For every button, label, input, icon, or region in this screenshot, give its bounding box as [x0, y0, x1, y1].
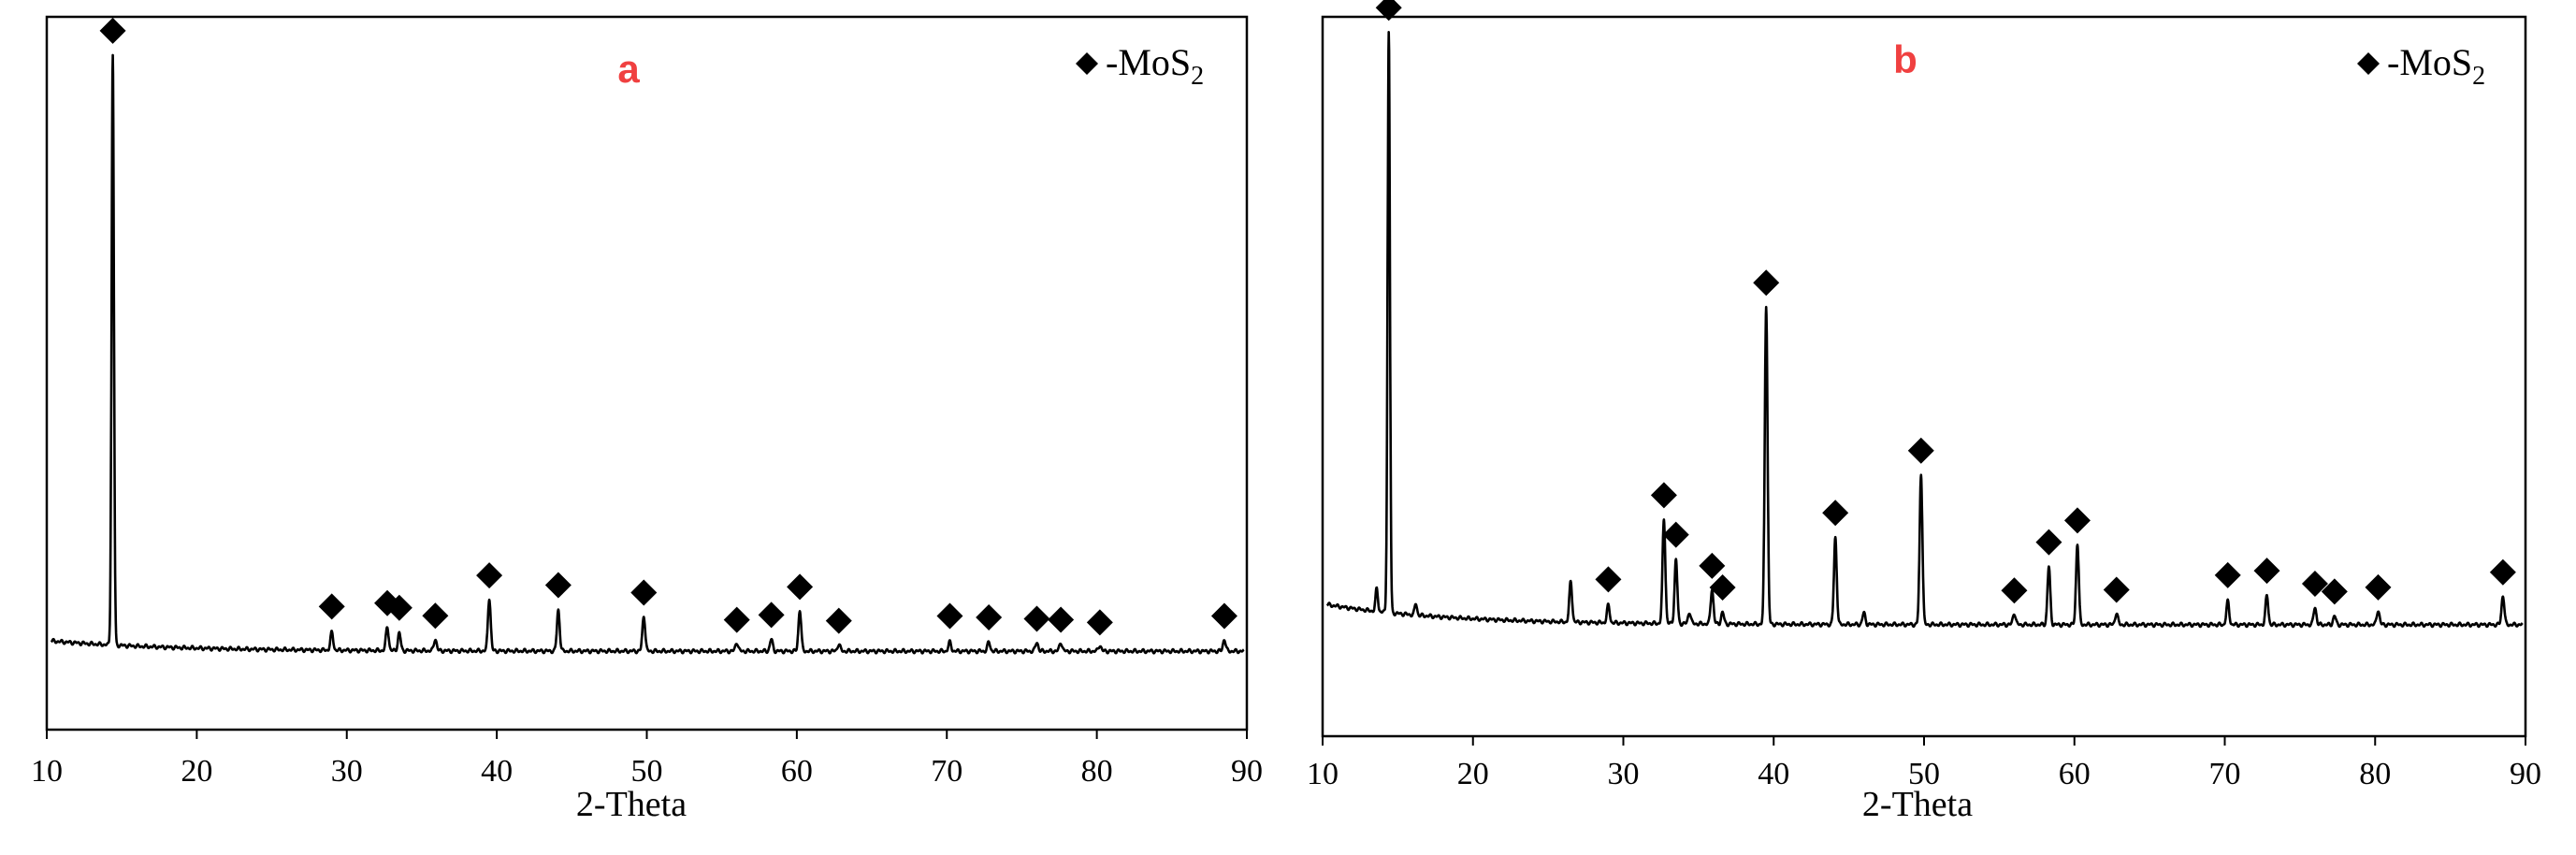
- mos2-peak-marker: [1822, 500, 1849, 527]
- panel-letter: b: [1893, 37, 1918, 81]
- x-tick-label: 40: [481, 754, 513, 789]
- diffraction-trace: [50, 53, 1245, 655]
- mos2-peak-marker: [1753, 269, 1780, 297]
- legend-diamond-icon: [2357, 52, 2380, 75]
- mos2-peak-marker: [1699, 552, 1726, 579]
- x-tick-label: 90: [2510, 757, 2541, 791]
- mos2-peak-marker: [825, 607, 852, 634]
- mos2-peak-marker: [2301, 571, 2328, 598]
- x-tick-label: 50: [1908, 757, 1940, 791]
- x-tick-label: 90: [1231, 754, 1263, 789]
- mos2-peak-marker: [1375, 0, 1402, 22]
- x-tick-label: 70: [931, 754, 962, 789]
- mos2-peak-marker: [1595, 566, 1622, 593]
- mos2-peak-marker: [2035, 529, 2062, 556]
- mos2-peak-marker: [2489, 558, 2516, 586]
- x-tick-label: 40: [1758, 757, 1789, 791]
- mos2-peak-marker: [758, 601, 785, 629]
- mos2-peak-marker: [787, 573, 814, 601]
- mos2-peak-marker: [2321, 578, 2348, 605]
- mos2-peak-marker: [976, 604, 1003, 631]
- mos2-peak-marker: [1048, 606, 1075, 633]
- x-tick-label: 20: [1457, 757, 1489, 791]
- x-tick-label: 50: [631, 754, 663, 789]
- mos2-peak-marker: [385, 594, 412, 621]
- mos2-peak-marker: [476, 562, 503, 589]
- panel-b: 10 20 30 40 50 60 70 80 90 2-Theta b -MoS2: [1307, 0, 2541, 824]
- mos2-peak-marker: [544, 572, 572, 599]
- x-tick-label: 10: [1307, 757, 1339, 791]
- legend-label: -MoS2: [1106, 41, 1204, 91]
- mos2-peak-marker: [936, 602, 963, 630]
- x-tick-label: 60: [781, 754, 813, 789]
- mos2-peak-marker: [2063, 507, 2091, 534]
- diffraction-trace: [1325, 31, 2524, 629]
- x-tick-label: 60: [2059, 757, 2091, 791]
- x-tick-label: 10: [31, 754, 63, 789]
- x-tick-label: 20: [181, 754, 212, 789]
- panel-letter: a: [617, 47, 640, 91]
- mos2-peak-marker: [318, 593, 345, 620]
- mos2-peak-marker: [723, 606, 750, 633]
- panel-a: 10 20 30 40 50 60 70 80 90 2-Theta a -MoS2: [31, 15, 1263, 824]
- mos2-peak-marker: [1907, 437, 1934, 464]
- x-tick-label: 80: [1081, 754, 1113, 789]
- mos2-peak-marker: [1086, 609, 1113, 636]
- mos2-peak-marker: [630, 579, 658, 606]
- mos2-peak-marker: [1662, 521, 1689, 548]
- mos2-peak-marker: [2103, 576, 2130, 603]
- x-axis-label: 2-Theta: [1862, 785, 1973, 824]
- mos2-peak-marker: [422, 602, 449, 630]
- mos2-peak-marker: [1210, 602, 1237, 630]
- mos2-peak-marker: [2001, 577, 2028, 604]
- mos2-peak-marker: [2365, 573, 2392, 601]
- mos2-peak-marker: [1709, 574, 1736, 601]
- mos2-peak-marker: [2214, 561, 2241, 588]
- mos2-peak-marker: [2253, 558, 2280, 585]
- mos2-peak-marker: [99, 17, 126, 44]
- mos2-peak-marker: [1023, 605, 1050, 632]
- x-tick-label: 30: [1608, 757, 1640, 791]
- x-axis-label: 2-Theta: [576, 785, 687, 824]
- mos2-peak-marker: [1650, 482, 1677, 509]
- legend-diamond-icon: [1076, 52, 1098, 75]
- x-tick-label: 80: [2359, 757, 2391, 791]
- x-tick-label: 30: [331, 754, 363, 789]
- plot-frame: [1321, 15, 2527, 738]
- legend-label: -MoS2: [2387, 41, 2485, 91]
- x-tick-label: 70: [2209, 757, 2241, 791]
